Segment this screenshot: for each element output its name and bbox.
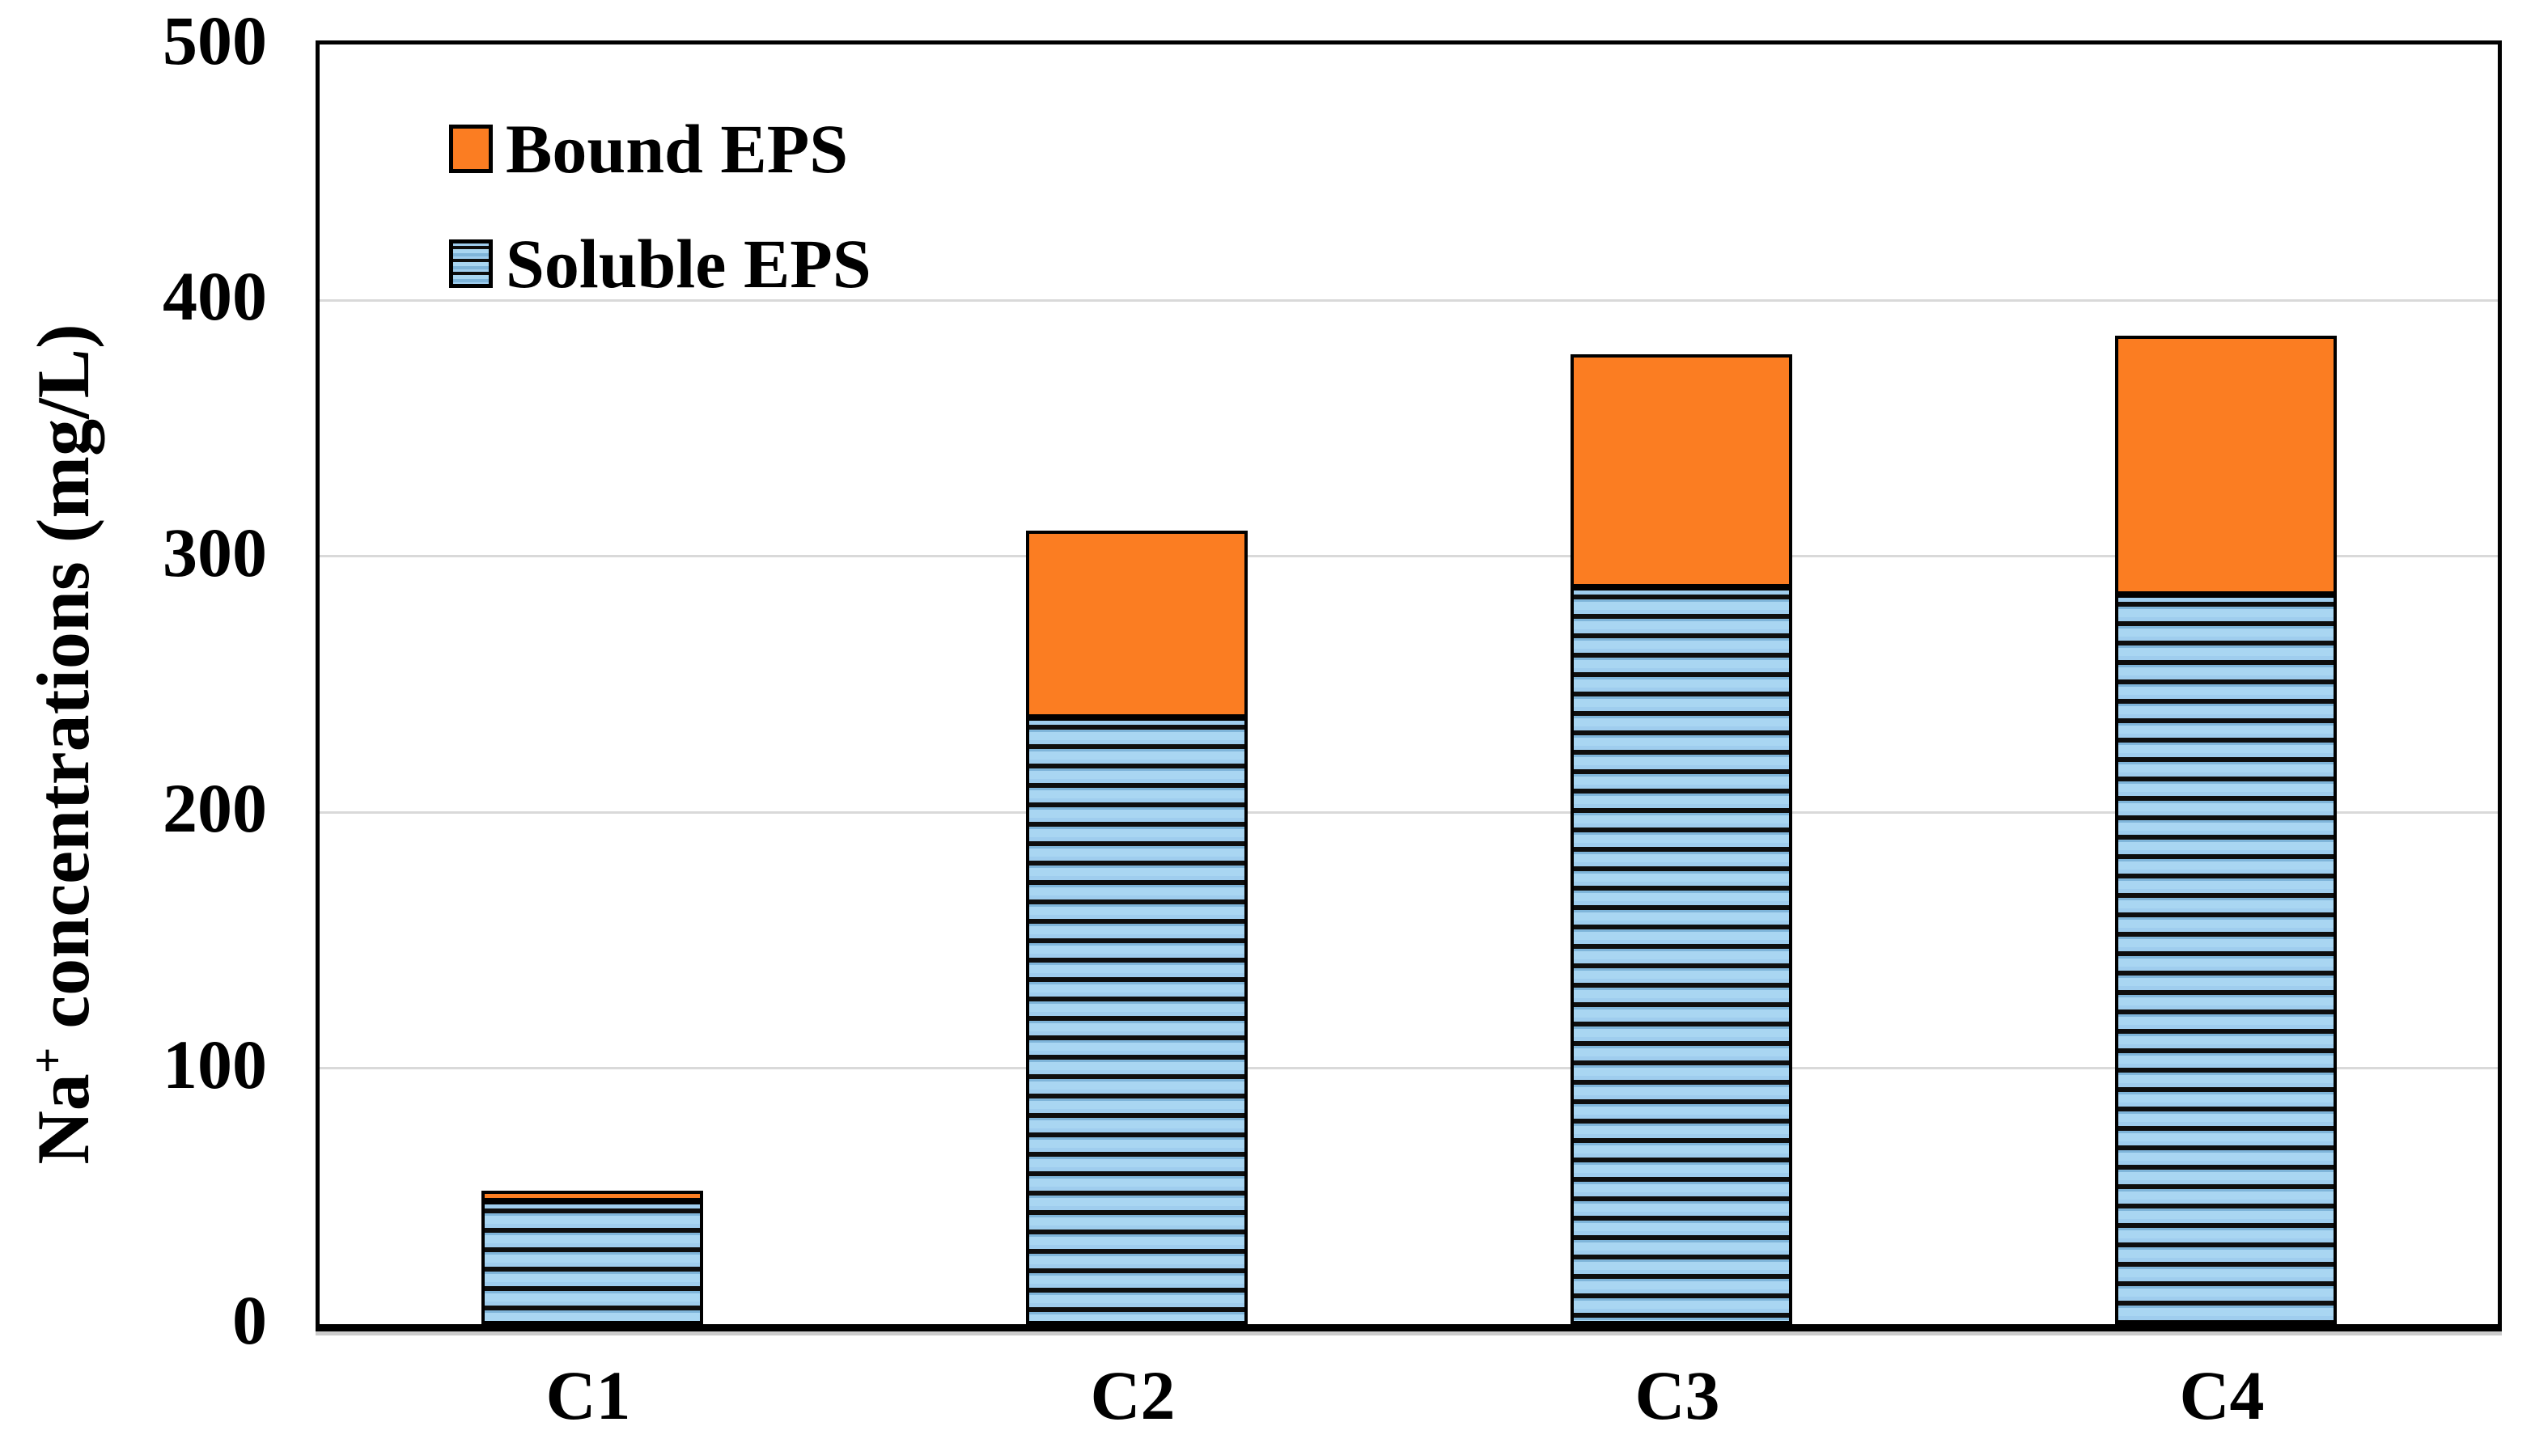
bar-C3-bound-segment	[1571, 354, 1792, 587]
bar-C4	[2115, 336, 2337, 1324]
gridline-300	[320, 555, 2498, 557]
y-axis-title-suffix: concentrations (mg/L)	[22, 324, 104, 1048]
y-tick-label-400: 400	[163, 257, 267, 335]
x-category-label-C4: C4	[2179, 1357, 2265, 1434]
bar-C2	[1026, 531, 1248, 1324]
bar-C1	[481, 1191, 703, 1324]
legend-item-soluble-eps: Soluble EPS	[449, 229, 871, 298]
bar-C2-bound-segment	[1026, 531, 1248, 717]
gridline-100	[320, 1067, 2498, 1069]
bound-eps-swatch-icon	[449, 125, 493, 173]
x-category-label-C1: C1	[545, 1357, 631, 1434]
x-category-label-C2: C2	[1090, 1357, 1176, 1434]
y-tick-label-500: 500	[163, 2, 267, 79]
y-tick-label-100: 100	[163, 1026, 267, 1103]
y-tick-label-300: 300	[163, 514, 267, 591]
gridline-200	[320, 811, 2498, 814]
legend-item-bound-eps: Bound EPS	[449, 114, 848, 184]
bar-C4-soluble-segment	[2115, 595, 2337, 1324]
bar-C2-soluble-segment	[1026, 717, 1248, 1324]
legend-label-bound-eps: Bound EPS	[506, 110, 849, 188]
bar-C1-soluble-segment	[481, 1201, 703, 1324]
bar-C3	[1571, 354, 1792, 1324]
legend-label-soluble-eps: Soluble EPS	[506, 225, 871, 303]
bar-C1-bound-segment	[481, 1191, 703, 1201]
soluble-eps-swatch-icon	[449, 239, 493, 288]
y-tick-label-0: 0	[232, 1281, 267, 1359]
y-tick-label-200: 200	[163, 769, 267, 847]
bar-C4-bound-segment	[2115, 336, 2337, 595]
x-category-label-C3: C3	[1634, 1357, 1720, 1434]
bar-C3-soluble-segment	[1571, 587, 1792, 1324]
gridline-400	[320, 299, 2498, 302]
plot-area: Bound EPS Soluble EPS	[316, 40, 2502, 1331]
